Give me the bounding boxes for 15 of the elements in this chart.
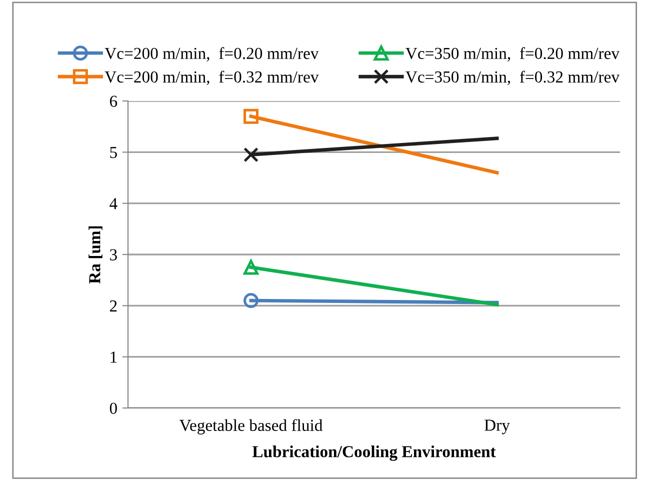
legend-label: Vc=350 m/min, f=0.32 mm/rev — [406, 70, 620, 86]
legend-label: Vc=350 m/min, f=0.20 mm/rev — [406, 47, 620, 62]
y-tick-label: 1 — [110, 352, 117, 363]
y-tick-label: 4 — [110, 198, 118, 210]
legend-label: Vc=200 m/min, f=0.32 mm/rev — [104, 70, 319, 86]
y-axis-title: Ra [um] — [88, 226, 102, 284]
y-tick-label: 5 — [110, 147, 117, 158]
y-tick-label: 0 — [110, 402, 117, 414]
y-tick-label: 6 — [110, 96, 118, 107]
x-tick-label: Dry — [484, 420, 510, 434]
y-tick-label: 3 — [110, 249, 117, 260]
x-tick-label: Vegetable based fluid — [179, 419, 323, 434]
legend-label: Vc=200 m/min, f=0.20 mm/rev — [104, 47, 319, 62]
x-axis-title: Lubrication/Cooling Environment — [252, 446, 496, 461]
y-tick-label: 2 — [110, 300, 117, 312]
